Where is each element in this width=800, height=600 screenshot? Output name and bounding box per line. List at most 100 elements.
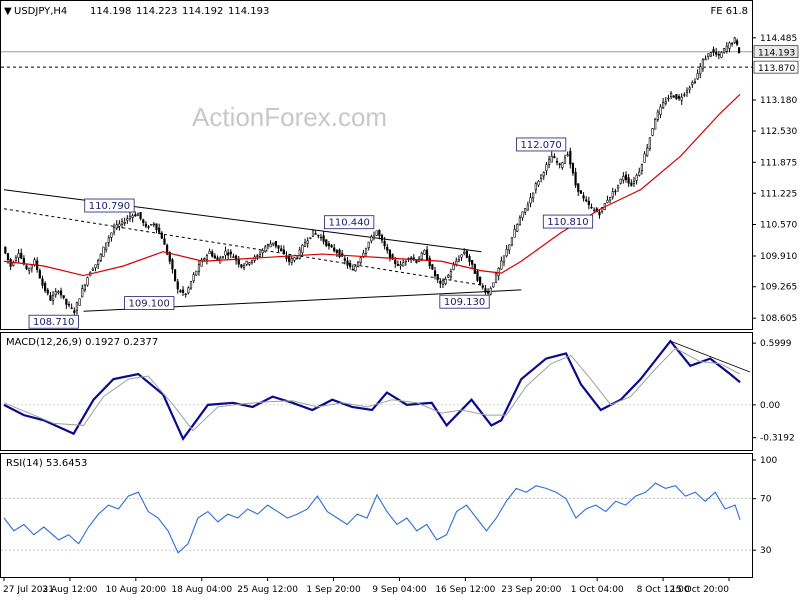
candle xyxy=(317,234,320,239)
candle xyxy=(346,257,349,269)
svg-text:114.485: 114.485 xyxy=(760,34,797,44)
candle xyxy=(577,183,580,196)
candle xyxy=(526,201,529,211)
candle xyxy=(585,196,588,203)
candle xyxy=(375,230,378,237)
svg-text:112.530: 112.530 xyxy=(760,127,797,137)
candle xyxy=(14,255,18,263)
rsi-axis-tick: 30 xyxy=(752,546,772,556)
time-axis-tick: 23 Sep 20:00 xyxy=(501,577,562,595)
candle xyxy=(664,97,667,106)
candle xyxy=(4,246,7,255)
candle xyxy=(298,246,301,260)
candle xyxy=(325,239,328,248)
candle xyxy=(717,50,720,60)
candle xyxy=(224,246,227,260)
candle xyxy=(189,281,193,290)
candle xyxy=(545,161,548,176)
svg-text:15 Oct 20:00: 15 Oct 20:00 xyxy=(670,585,729,595)
candle xyxy=(725,42,728,54)
candle xyxy=(386,243,389,254)
candle xyxy=(550,151,553,163)
candle xyxy=(566,151,569,157)
candle xyxy=(44,281,47,293)
candle xyxy=(648,137,651,152)
candle xyxy=(128,211,132,222)
price-axis-tick: 114.193 xyxy=(753,45,799,59)
candle xyxy=(614,188,617,196)
candle xyxy=(723,48,726,54)
time-axis-tick: 3 Aug 12:00 xyxy=(42,577,98,595)
price-chart: 110.790 109.100 108.710 110.440 109.130 112.0… xyxy=(1,34,799,329)
macd-axis-tick: -0.3192 xyxy=(752,434,795,444)
candle xyxy=(696,69,699,81)
candle xyxy=(197,260,201,276)
candle xyxy=(452,261,455,271)
candle xyxy=(593,207,596,213)
svg-text:-0.3192: -0.3192 xyxy=(760,434,795,444)
candle xyxy=(372,231,376,241)
candle xyxy=(118,220,121,231)
candle xyxy=(258,250,262,258)
candle xyxy=(306,237,309,248)
candle xyxy=(333,244,336,253)
candle xyxy=(136,212,140,217)
candle xyxy=(105,242,108,253)
candle xyxy=(370,234,373,244)
candle xyxy=(242,262,246,271)
candle xyxy=(62,295,65,300)
watermark: ActionForex.com xyxy=(192,102,387,132)
price-axis-tick: 108.605 xyxy=(752,314,797,324)
candle xyxy=(425,245,429,260)
svg-text:23 Sep 20:00: 23 Sep 20:00 xyxy=(501,585,561,595)
time-axis-tick: 10 Aug 20:00 xyxy=(105,577,166,595)
svg-text:0.5999: 0.5999 xyxy=(760,339,792,349)
candle xyxy=(364,247,368,257)
price-axis-tick: 114.485 xyxy=(752,34,797,44)
candle xyxy=(221,255,224,260)
candle xyxy=(187,286,190,295)
candle xyxy=(131,213,134,223)
candle xyxy=(303,238,307,247)
svg-text:0.00: 0.00 xyxy=(760,401,780,411)
candle xyxy=(134,211,137,217)
candle xyxy=(561,161,564,170)
candle xyxy=(107,235,110,247)
candle xyxy=(280,245,283,252)
candle xyxy=(158,223,161,233)
candle xyxy=(555,157,559,166)
candle xyxy=(171,257,174,274)
candle xyxy=(630,179,633,187)
candle xyxy=(396,260,399,267)
candle xyxy=(327,240,331,250)
time-axis-tick: 1 Oct 04:00 xyxy=(571,577,624,595)
candle xyxy=(314,230,317,235)
candle xyxy=(75,301,79,315)
candle xyxy=(505,244,508,258)
macd-title: MACD(12,26,9) 0.1927 0.2377 xyxy=(6,337,158,348)
candle xyxy=(457,255,460,263)
candle xyxy=(123,217,126,226)
price-annotation: 108.710 xyxy=(28,314,79,329)
candle xyxy=(656,109,659,122)
menu-triangle-icon[interactable]: ▼ xyxy=(4,6,12,17)
candle xyxy=(330,244,333,248)
price-axis-tick: 111.225 xyxy=(752,189,797,199)
candle xyxy=(41,275,44,289)
candle xyxy=(9,257,12,271)
price-annotation: 110.440 xyxy=(324,215,375,230)
candle xyxy=(277,245,280,253)
svg-text:110.440: 110.440 xyxy=(328,218,369,229)
candle xyxy=(232,253,235,258)
macd-line xyxy=(3,339,741,441)
candle xyxy=(274,240,277,249)
candle xyxy=(508,244,511,255)
candle xyxy=(203,257,206,261)
svg-text:16 Sep 12:00: 16 Sep 12:00 xyxy=(435,585,495,595)
candle xyxy=(542,171,545,181)
price-annotation: 109.130 xyxy=(439,294,490,309)
candle xyxy=(680,93,683,105)
candle xyxy=(704,55,707,61)
candle xyxy=(624,171,628,183)
candle xyxy=(484,284,487,295)
